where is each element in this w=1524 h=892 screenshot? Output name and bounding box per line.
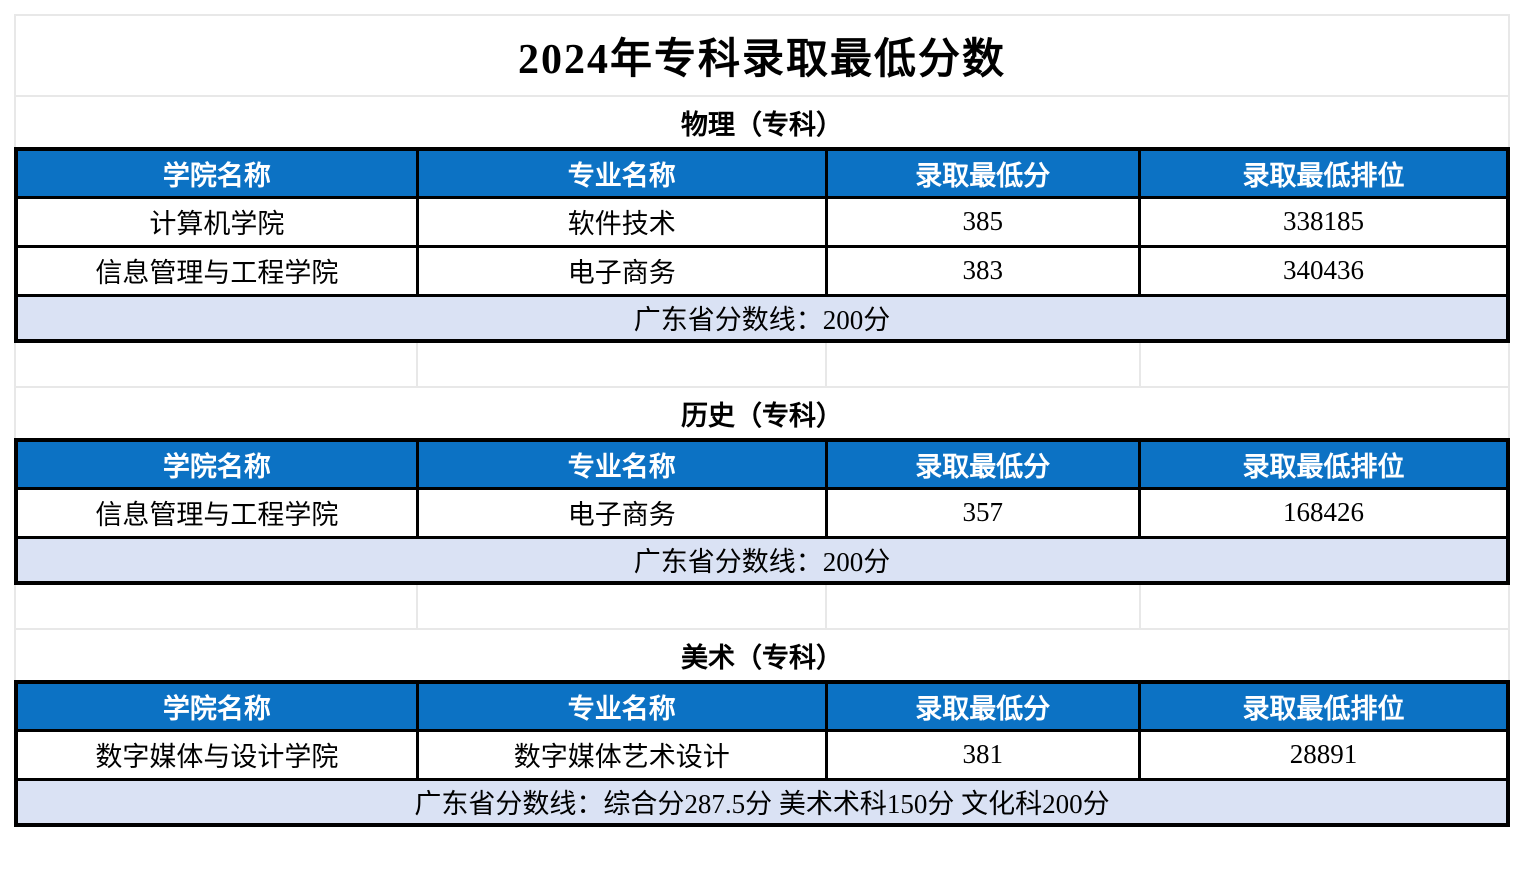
score-section: 物理（专科） 学院名称 专业名称 录取最低分 录取最低排位 计算机学院 软件技术 3… bbox=[14, 97, 1511, 388]
col-header-min-score: 录取最低分 bbox=[824, 147, 1141, 199]
table-header-row: 学院名称 专业名称 录取最低分 录取最低排位 bbox=[14, 147, 1510, 199]
section-title: 美术（专科） bbox=[14, 630, 1510, 680]
province-cutoff-note: 广东省分数线：200分 bbox=[14, 293, 1510, 343]
spacer-cell bbox=[1138, 343, 1511, 388]
spacer-cell bbox=[14, 343, 418, 388]
spacer-cell bbox=[415, 343, 828, 388]
spacer-grid-row bbox=[14, 585, 1511, 630]
section-title: 历史（专科） bbox=[14, 388, 1510, 438]
score-table: 学院名称 专业名称 录取最低分 录取最低排位 信息管理与工程学院 电子商务 357 1… bbox=[14, 438, 1510, 585]
spacer-cell bbox=[825, 343, 1141, 388]
cell-min-score: 385 bbox=[824, 195, 1141, 248]
table-row: 计算机学院 软件技术 385 338185 bbox=[14, 195, 1510, 248]
spacer-row bbox=[14, 343, 1511, 388]
cell-college: 信息管理与工程学院 bbox=[14, 486, 419, 539]
score-table: 学院名称 专业名称 录取最低分 录取最低排位 数字媒体与设计学院 数字媒体艺术设计… bbox=[14, 680, 1510, 827]
cell-major: 软件技术 bbox=[415, 195, 828, 248]
cell-college: 计算机学院 bbox=[14, 195, 419, 248]
col-header-college: 学院名称 bbox=[14, 680, 419, 732]
table-row: 数字媒体与设计学院 数字媒体艺术设计 381 28891 bbox=[14, 728, 1510, 781]
cell-min-rank: 340436 bbox=[1137, 244, 1510, 297]
cell-min-score: 381 bbox=[824, 728, 1141, 781]
table-body: 数字媒体与设计学院 数字媒体艺术设计 381 28891 广东省分数线：综合分287.5… bbox=[14, 728, 1510, 827]
cell-college: 数字媒体与设计学院 bbox=[14, 728, 419, 781]
spacer-cell bbox=[14, 585, 418, 630]
col-header-major: 专业名称 bbox=[415, 438, 828, 490]
section-title: 物理（专科） bbox=[14, 97, 1510, 147]
table-row: 信息管理与工程学院 电子商务 357 168426 bbox=[14, 486, 1510, 539]
col-header-min-rank: 录取最低排位 bbox=[1137, 438, 1510, 490]
cell-major: 数字媒体艺术设计 bbox=[415, 728, 828, 781]
cell-major: 电子商务 bbox=[415, 244, 828, 297]
cell-min-score: 383 bbox=[824, 244, 1141, 297]
cell-min-rank: 168426 bbox=[1137, 486, 1510, 539]
page-title: 2024年专科录取最低分数 bbox=[14, 14, 1510, 97]
spacer-cell bbox=[1138, 585, 1511, 630]
table-header-row: 学院名称 专业名称 录取最低分 录取最低排位 bbox=[14, 438, 1510, 490]
cell-min-score: 357 bbox=[824, 486, 1141, 539]
cell-college: 信息管理与工程学院 bbox=[14, 244, 419, 297]
col-header-min-rank: 录取最低排位 bbox=[1137, 147, 1510, 199]
province-cutoff-note: 广东省分数线：综合分287.5分 美术术科150分 文化科200分 bbox=[14, 777, 1510, 827]
note-row: 广东省分数线：200分 bbox=[14, 535, 1510, 585]
cell-min-rank: 28891 bbox=[1137, 728, 1510, 781]
cell-min-rank: 338185 bbox=[1137, 195, 1510, 248]
score-sheet: 2024年专科录取最低分数 物理（专科） 学院名称 专业名称 录取最低分 录取最… bbox=[14, 14, 1511, 827]
table-row: 信息管理与工程学院 电子商务 383 340436 bbox=[14, 244, 1510, 297]
col-header-college: 学院名称 bbox=[14, 438, 419, 490]
note-row: 广东省分数线：200分 bbox=[14, 293, 1510, 343]
score-section: 历史（专科） 学院名称 专业名称 录取最低分 录取最低排位 信息管理与工程学院电… bbox=[14, 388, 1511, 630]
spacer-cell bbox=[415, 585, 828, 630]
col-header-major: 专业名称 bbox=[415, 147, 828, 199]
spacer-cell bbox=[825, 585, 1141, 630]
score-table: 学院名称 专业名称 录取最低分 录取最低排位 计算机学院 软件技术 385 33818… bbox=[14, 147, 1510, 343]
score-section: 美术（专科） 学院名称 专业名称 录取最低分 录取最低排位 数字媒体与设计学院数… bbox=[14, 630, 1510, 827]
sections-container: 物理（专科） 学院名称 专业名称 录取最低分 录取最低排位 计算机学院 软件技术 3… bbox=[14, 97, 1511, 827]
col-header-min-rank: 录取最低排位 bbox=[1137, 680, 1510, 732]
col-header-min-score: 录取最低分 bbox=[824, 680, 1141, 732]
table-body: 计算机学院 软件技术 385 338185 信息管理与工程学院 电子商务 383 340436… bbox=[14, 195, 1510, 343]
spacer-row bbox=[14, 585, 1511, 630]
col-header-min-score: 录取最低分 bbox=[824, 438, 1141, 490]
province-cutoff-note: 广东省分数线：200分 bbox=[14, 535, 1510, 585]
table-header-row: 学院名称 专业名称 录取最低分 录取最低排位 bbox=[14, 680, 1510, 732]
table-body: 信息管理与工程学院 电子商务 357 168426 广东省分数线：200分 bbox=[14, 486, 1510, 585]
col-header-college: 学院名称 bbox=[14, 147, 419, 199]
col-header-major: 专业名称 bbox=[415, 680, 828, 732]
cell-major: 电子商务 bbox=[415, 486, 828, 539]
spacer-grid-row bbox=[14, 343, 1511, 388]
note-row: 广东省分数线：综合分287.5分 美术术科150分 文化科200分 bbox=[14, 777, 1510, 827]
